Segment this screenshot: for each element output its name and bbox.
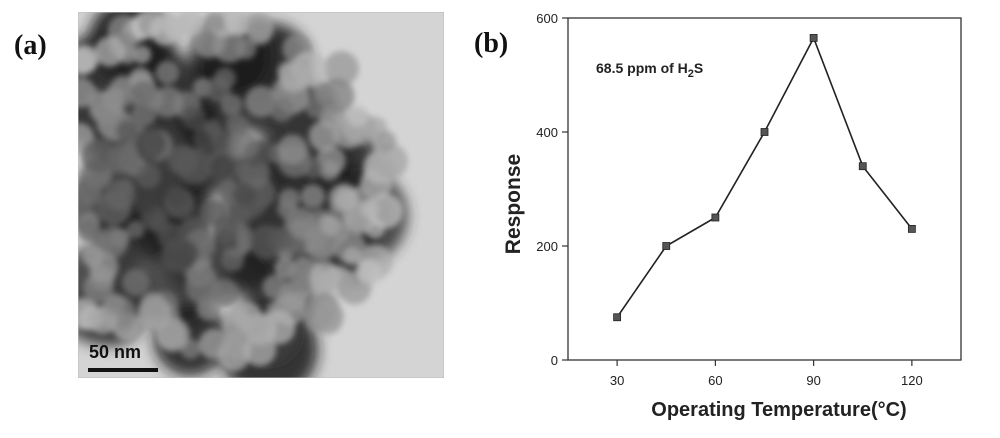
scale-bar-label: 50 nm <box>89 342 142 362</box>
plot-frame <box>567 17 962 361</box>
data-point <box>613 313 622 322</box>
x-tick-label: 120 <box>901 373 923 388</box>
y-tick-label: 0 <box>551 353 558 368</box>
x-axis-title: Operating Temperature(°C) <box>651 399 906 421</box>
h2s-annotation: 68.5 ppm of H2S <box>596 60 703 80</box>
response-vs-temperature-chart: 68.5 ppm of H2S Response Operating Tempe… <box>502 11 962 421</box>
y-tick-label: 600 <box>536 11 558 26</box>
data-point <box>711 213 720 222</box>
response-series-line <box>616 36 913 318</box>
y-tick-label: 400 <box>536 125 558 140</box>
tem-micrograph-image <box>78 12 444 378</box>
data-point <box>760 128 769 136</box>
x-tick-label: 60 <box>708 373 722 388</box>
scale-bar <box>88 368 158 372</box>
y-axis-title: Response <box>502 154 525 254</box>
panel-a-label: (a) <box>14 30 47 61</box>
x-tick-label: 30 <box>610 373 624 388</box>
panel-b-label: (b) <box>474 28 509 59</box>
x-tick-label: 90 <box>806 373 820 388</box>
y-tick-label: 200 <box>536 239 558 254</box>
data-point <box>858 162 867 171</box>
data-point <box>809 34 818 42</box>
data-point <box>907 224 916 233</box>
data-point <box>662 242 671 250</box>
